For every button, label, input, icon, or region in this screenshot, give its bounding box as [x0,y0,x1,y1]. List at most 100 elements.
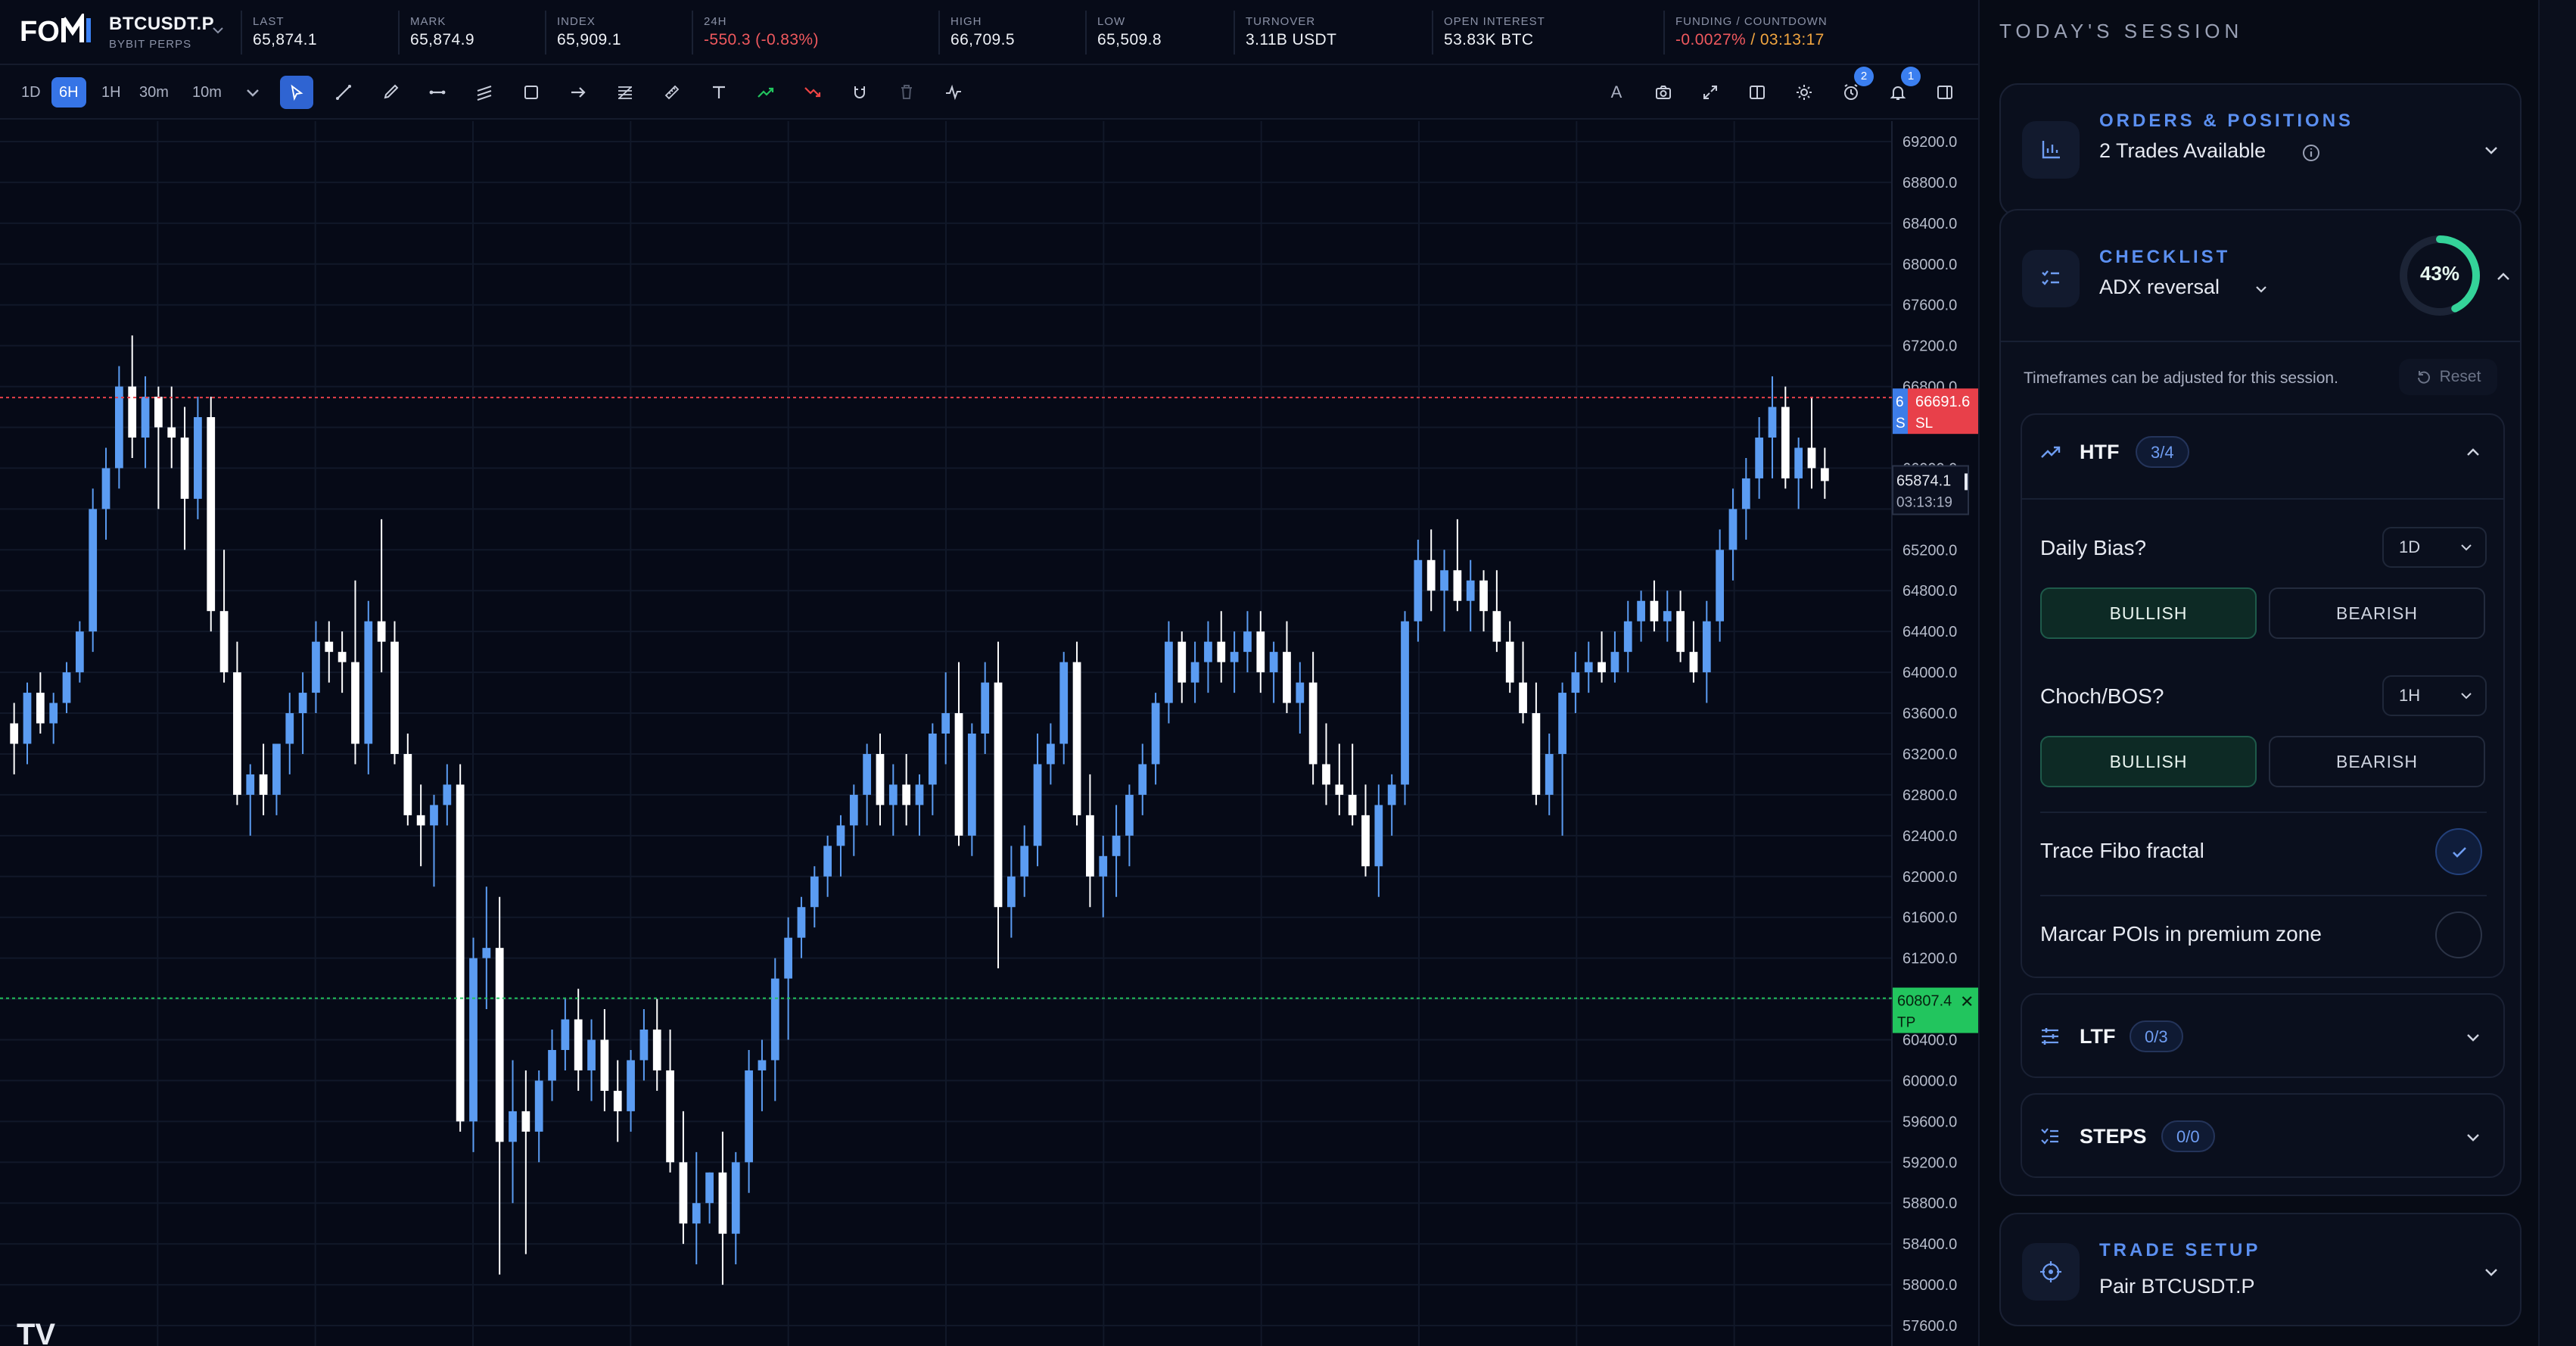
chevron-down-icon[interactable] [2252,280,2270,298]
split-icon [1750,86,1765,99]
chevron-down-icon[interactable] [2462,1126,2484,1148]
ruler-icon [664,85,680,100]
chevron-up-icon[interactable] [2462,442,2484,463]
candle-body [23,693,32,744]
choch-timeframe-select[interactable]: 1H [2382,675,2487,716]
toggle-panel-button[interactable] [1928,76,1962,109]
app-logo[interactable]: FO [20,14,92,47]
steps-count: 0/0 [2161,1120,2215,1152]
pois-checkbox[interactable] [2435,911,2482,958]
last-price-tag [1892,465,1969,516]
daily-bias-bullish-button[interactable]: BULLISH [2040,587,2257,639]
trade-setup-card[interactable]: TRADE SETUP Pair BTCUSDT.P [1999,1213,2522,1326]
candle-body [495,948,504,1142]
candle-body [180,437,189,499]
symbol-selector[interactable]: BTCUSDT.P BYBIT PERPS [109,14,214,51]
ruler-tool[interactable] [655,76,689,109]
indicator-icon [946,84,961,101]
checklist-template[interactable]: ADX reversal [2099,276,2220,298]
reset-button[interactable]: Reset [2399,359,2497,395]
short-position-tool[interactable] [796,76,829,109]
chevron-down-icon [2461,544,2472,551]
price-chart[interactable]: 69200.0 68800.0 68400.0 68000.0 67600.0 67200… [0,121,1978,1346]
fullscreen-button[interactable] [1694,76,1727,109]
candle-body [1741,478,1750,509]
text-icon [713,86,725,98]
htf-title: HTF [2080,441,2120,463]
candle-body [521,1111,530,1132]
brush-tool[interactable] [374,76,407,109]
candlestick-chart[interactable]: 69200.0 68800.0 68400.0 68000.0 67600.0 67200… [0,121,1978,1346]
candle-body [1165,641,1173,703]
magnet-tool[interactable] [843,76,876,109]
arrow-tool[interactable] [562,76,595,109]
text-tool[interactable] [702,76,736,109]
notifications-button[interactable]: 1 [1881,67,1921,109]
steps-title: STEPS [2080,1125,2147,1148]
funding-countdown: / 03:13:17 [1746,31,1825,48]
orders-positions-card[interactable]: ORDERS & POSITIONS 2 Trades Available [1999,83,2522,217]
timeframe-more-button[interactable] [236,76,269,109]
candle-body [1453,570,1462,601]
cursor-tool[interactable] [280,76,313,109]
chevron-down-icon[interactable] [2481,139,2502,160]
chevron-down-icon[interactable] [210,23,226,38]
font-tool[interactable]: A [1610,83,1622,101]
chevron-down-icon[interactable] [2462,1027,2484,1048]
timeframe-1h[interactable]: 1H [101,84,121,101]
chevron-up-icon[interactable] [2493,266,2514,288]
choch-bullish-button[interactable]: BULLISH [2040,736,2257,787]
close-icon: ✕ [1960,992,1974,1011]
choch-bearish-button[interactable]: BEARISH [2269,736,2485,787]
rectangle-tool[interactable] [515,76,548,109]
stat-value: 53.83K BTC [1444,31,1534,48]
daily-bias-bearish-button[interactable]: BEARISH [2269,587,2485,639]
chevron-down-icon [247,89,259,97]
split-layout-button[interactable] [1741,76,1774,109]
daily-bias-timeframe-select[interactable]: 1D [2382,527,2487,568]
horizontal-ray-tool[interactable] [421,76,454,109]
candle-body [1519,682,1527,714]
checklist-card: CHECKLIST ADX reversal 43% Timeframes ca… [1999,209,2522,1196]
parallel-channel-tool[interactable] [468,76,501,109]
stat-label: LAST [253,15,285,28]
candle-body [1440,570,1448,591]
brush-icon [384,84,399,99]
info-icon[interactable] [2301,142,2322,164]
steps-section[interactable]: STEPS 0/0 [2021,1093,2505,1178]
candle-body [1702,621,1711,673]
delete-tool[interactable] [890,76,923,109]
candle-body [876,753,885,805]
candle-body [666,1070,674,1163]
indicator-tool[interactable] [937,76,970,109]
fibo-checkbox[interactable] [2435,828,2482,875]
list-icon [2041,1128,2058,1145]
candle-body [377,621,386,642]
candle-body [469,958,478,1122]
long-position-tool[interactable] [749,76,782,109]
chevron-down-icon[interactable] [2481,1261,2502,1282]
timeframe-6h[interactable]: 6H [51,77,86,107]
candle-body [1348,794,1357,815]
timeframe-10m[interactable]: 10m [192,84,222,101]
screenshot-button[interactable] [1647,76,1680,109]
settings-button[interactable] [1787,76,1821,109]
candle-body [836,825,845,846]
candle-body [154,397,163,428]
alarm-button[interactable]: 2 [1834,67,1874,109]
fib-tool[interactable] [608,76,642,109]
panel-scrollbar-gutter[interactable] [2538,0,2576,1346]
timeframe-30m[interactable]: 30m [139,84,169,101]
candle-countdown-label: 03:13:19 [1896,494,1952,510]
htf-section: HTF 3/4 Daily Bias? 1D BULLISH BEARISH C… [2021,413,2505,978]
panel-icon [1937,86,1952,99]
price-tick-label: 64000.0 [1902,665,1957,681]
candle-body [692,1203,701,1224]
ltf-section[interactable]: LTF 0/3 [2021,993,2505,1078]
candle-body [430,805,438,826]
candle-body [823,846,832,877]
trendline-tool[interactable] [327,76,360,109]
timeframe-1d[interactable]: 1D [21,84,41,101]
choch-label: Choch/BOS? [2040,684,2164,708]
tp-price-tag [1893,987,1978,1033]
